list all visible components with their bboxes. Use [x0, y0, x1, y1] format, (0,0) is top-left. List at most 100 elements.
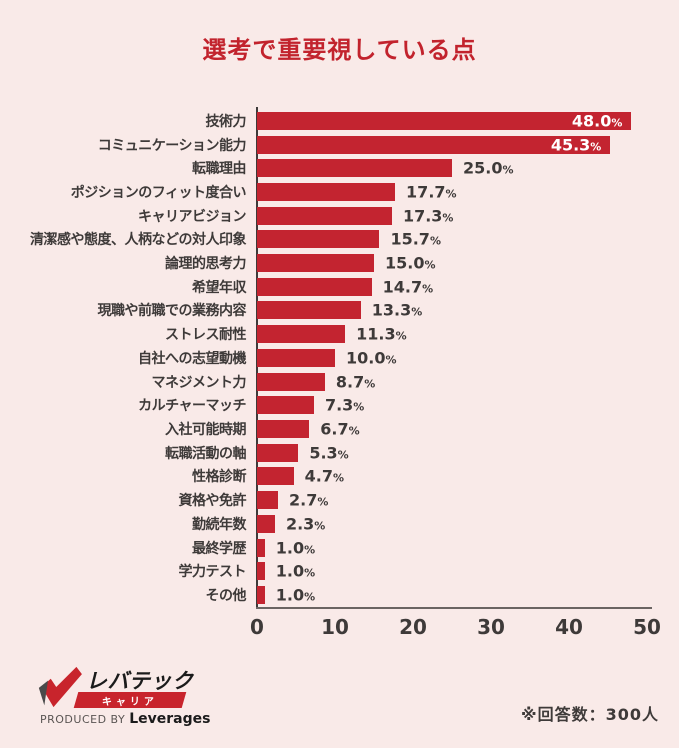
bar	[257, 419, 310, 438]
x-tick-label: 0	[250, 615, 264, 639]
bar-track: 14.7%	[257, 277, 647, 297]
x-tick-label: 50	[633, 615, 661, 639]
bar-row: 勤続年数 2.3%	[0, 512, 679, 536]
bar-value-label: 48.0%	[571, 111, 623, 131]
bar-category-label: 学力テスト	[178, 564, 247, 581]
bar-row: 転職活動の軸 5.3%	[0, 441, 679, 465]
bar-track: 8.7%	[257, 372, 647, 392]
bar-track: 2.3%	[257, 514, 647, 534]
bar	[257, 467, 294, 486]
produced-by-text: PRODUCED BY	[40, 713, 126, 726]
bar-row: 最終学歴 1.0%	[0, 536, 679, 560]
bar-category-label: キャリアビジョン	[138, 208, 247, 225]
bar-row: ポジションのフィット度合い 17.7%	[0, 180, 679, 204]
bar-category-label: コミュニケーション能力	[97, 137, 247, 154]
bar-track: 15.7%	[257, 229, 647, 249]
bar-track: 11.3%	[257, 324, 647, 344]
bar-row: ストレス耐性 11.3%	[0, 322, 679, 346]
bar	[257, 206, 392, 225]
bar-category-label: 現職や前職での業務内容	[97, 303, 247, 320]
bar-category-label: カルチャーマッチ	[138, 398, 246, 415]
bar-value-label: 1.0%	[275, 561, 316, 581]
bar-value-label: 2.3%	[285, 514, 326, 534]
logo-brand-text: レバテック	[86, 669, 194, 693]
bar	[257, 562, 265, 581]
bar-track: 48.0%	[257, 111, 647, 131]
bar-value-label: 11.3%	[356, 324, 407, 344]
logo-career-band: キャリア	[73, 692, 187, 708]
bar: 45.3%	[257, 135, 611, 155]
bar-value-label: 4.7%	[304, 466, 345, 486]
bar-category-label: 性格診断	[192, 469, 247, 486]
bar-value-label: 13.3%	[371, 300, 423, 320]
chart-title: 選考で重要視している点	[202, 36, 477, 64]
bar-value-label: 45.3%	[550, 135, 602, 155]
x-tick-label: 10	[321, 615, 349, 639]
bar: 48.0%	[257, 111, 632, 131]
levtech-career-logo: レバテック キャリア PRODUCED BY Leverages	[36, 665, 211, 727]
bar-track: 45.3%	[257, 135, 647, 155]
bar	[257, 396, 314, 415]
bar-track: 5.3%	[257, 443, 647, 462]
bar	[257, 372, 325, 391]
bar-row: 清潔感や態度、人柄などの対人印象 15.7%	[0, 228, 679, 252]
bar-value-label: 15.0%	[385, 253, 436, 273]
bar-category-label: ストレス耐性	[165, 327, 247, 344]
bar	[257, 182, 396, 201]
bar-track: 17.7%	[257, 182, 647, 201]
bar-value-label: 14.7%	[382, 277, 434, 297]
bar-row: カルチャーマッチ 7.3%	[0, 393, 679, 417]
bar	[257, 443, 299, 462]
bar-value-label: 1.0%	[275, 585, 316, 605]
company-name-text: Leverages	[129, 711, 211, 727]
x-axis-ticks: 0 10 20 30 40 50	[250, 615, 661, 641]
logo-produced-by: PRODUCED BY Leverages	[40, 711, 210, 727]
bar	[257, 301, 361, 320]
bar-row: 入社可能時期 6.7%	[0, 417, 679, 441]
bar-row: マネジメント力 8.7%	[0, 370, 679, 394]
bar	[257, 491, 279, 510]
bar-row: 現職や前職での業務内容 13.3%	[0, 299, 679, 323]
bar-category-label: 論理的思考力	[165, 256, 247, 273]
checkmark-logo-icon	[38, 666, 82, 708]
bar-row: 資格や免許 2.7%	[0, 488, 679, 512]
bar-track: 17.3%	[257, 206, 647, 225]
bar-value-label: 25.0%	[463, 158, 514, 178]
bar-track: 7.3%	[257, 396, 647, 415]
bar-chart: 技術力 48.0% コミュニケーション能力 45.3% 転職理由 25.0% ポジションのフ…	[0, 107, 679, 669]
bar-category-label: マネジメント力	[151, 374, 247, 391]
bar-category-label: 入社可能時期	[165, 421, 247, 438]
bar-value-label: 15.7%	[390, 229, 441, 249]
bar-category-label: 転職理由	[192, 161, 247, 178]
bar	[257, 538, 265, 557]
bar-row: 技術力 48.0%	[0, 109, 679, 133]
bar-value-label: 2.7%	[289, 490, 329, 510]
bar-category-label: 勤続年数	[192, 516, 247, 533]
bar-value-label: 1.0%	[275, 538, 316, 557]
bar-track: 2.7%	[257, 490, 647, 510]
bar-row: その他 1.0%	[0, 583, 679, 607]
bar-track: 1.0%	[257, 585, 647, 605]
respondent-count-note: ※回答数：300人	[521, 705, 659, 724]
chart-rows: 技術力 48.0% コミュニケーション能力 45.3% 転職理由 25.0% ポジションのフ…	[0, 109, 679, 607]
bar-category-label: ポジションのフィット度合い	[70, 184, 247, 201]
bar-row: 論理的思考力 15.0%	[0, 251, 679, 275]
bar-track: 1.0%	[257, 538, 647, 557]
x-axis-line	[256, 607, 652, 609]
bar-row: 希望年収 14.7%	[0, 275, 679, 299]
bar	[257, 325, 346, 344]
bar-value-label: 8.7%	[335, 372, 376, 392]
bar-track: 10.0%	[257, 348, 647, 367]
bar-category-label: 転職活動の軸	[165, 445, 247, 462]
bar	[257, 159, 452, 178]
x-tick-label: 40	[555, 615, 583, 639]
bar-category-label: 最終学歴	[192, 540, 247, 557]
x-tick-label: 30	[477, 615, 505, 639]
bar-row: 学力テスト 1.0%	[0, 559, 679, 583]
bar-category-label: 技術力	[205, 113, 247, 130]
bar-category-label: 資格や免許	[178, 493, 247, 510]
bar-track: 4.7%	[257, 466, 647, 486]
bar	[257, 230, 380, 249]
bar-track: 25.0%	[257, 158, 647, 178]
bar-row: 自社への志望動機 10.0%	[0, 346, 679, 370]
